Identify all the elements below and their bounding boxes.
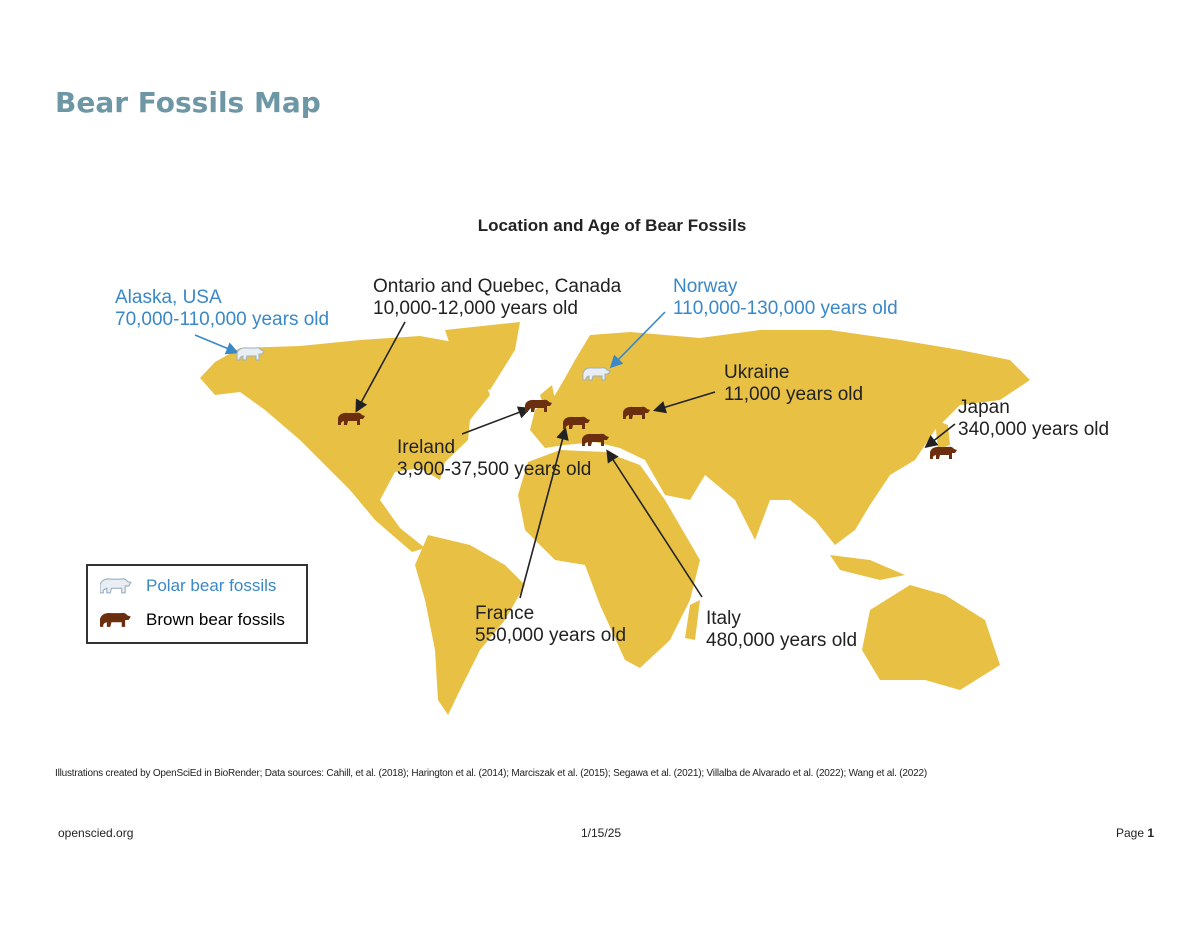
page-title: Bear Fossils Map	[55, 86, 321, 119]
label-italy: Italy 480,000 years old	[706, 608, 858, 651]
southeast-asia-islands	[830, 555, 905, 580]
north-america	[200, 336, 490, 552]
arrow-france	[519, 426, 569, 599]
eurasia	[530, 330, 1030, 545]
label-japan: Japan 340,000 years old	[958, 397, 1110, 440]
south-america	[415, 535, 525, 715]
label-alaska: Alaska, USA 70,000-110,000 years old	[115, 287, 330, 330]
label-norway: Norway 110,000-130,000 years old	[673, 276, 898, 319]
legend-item-brown: Brown bear fossils	[100, 610, 285, 630]
label-france: France 550,000 years old	[475, 603, 627, 646]
greenland	[445, 322, 520, 390]
map-legend: Polar bear fossils Brown bear fossils	[86, 564, 308, 644]
arrow-ukraine	[652, 391, 716, 414]
map-title: Location and Age of Bear Fossils	[477, 216, 747, 235]
arrow-alaska	[194, 334, 239, 355]
japan-islands	[935, 420, 950, 450]
arrow-norway	[609, 311, 666, 369]
brown-bear-icon-japan	[930, 446, 957, 459]
legend-item-polar: Polar bear fossils	[100, 576, 276, 596]
footer-date: 1/15/25	[581, 826, 622, 840]
brown-bear-icon	[100, 612, 131, 627]
australia	[862, 585, 1000, 690]
label-ontario: Ontario and Quebec, Canada 10,000-12,000 …	[373, 276, 622, 319]
polar-bear-icon	[100, 578, 132, 594]
arrow-italy	[606, 449, 703, 598]
label-ukraine: Ukraine 11,000 years old	[724, 362, 864, 405]
citation: Illustrations created by OpenSciEd in Bi…	[55, 768, 927, 779]
africa	[518, 450, 700, 668]
arrow-ontario	[355, 321, 406, 413]
madagascar	[685, 600, 700, 640]
arrow-ireland	[461, 406, 531, 435]
arrow-japan	[924, 423, 956, 448]
footer-page: Page 1	[1116, 826, 1155, 840]
label-ireland: Ireland 3,900-37,500 years old	[397, 437, 592, 480]
footer-site: openscied.org	[58, 826, 134, 840]
